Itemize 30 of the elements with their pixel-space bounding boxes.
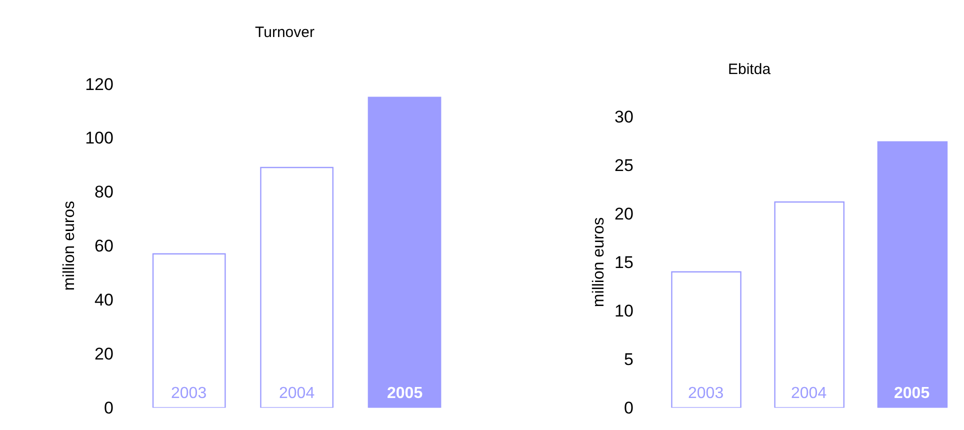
y-axis-title: million euros — [61, 200, 78, 291]
y-tick-label: 10 — [614, 302, 634, 321]
x-tick-label: 2004 — [279, 385, 315, 402]
chart-title: Ebitda — [728, 61, 772, 78]
y-axis-title: million euros — [590, 217, 608, 308]
x-tick-label: 2005 — [387, 385, 423, 402]
y-tick-label: 25 — [614, 156, 634, 176]
bar — [671, 271, 742, 408]
y-tick-label: 15 — [614, 253, 634, 272]
y-tick-label: 0 — [104, 398, 114, 418]
chart-title: Turnover — [255, 24, 314, 41]
y-tick-label: 5 — [624, 350, 634, 370]
y-tick-label: 40 — [94, 290, 114, 310]
y-tick-label: 30 — [614, 108, 634, 127]
bar — [260, 166, 334, 408]
bar — [774, 201, 844, 408]
x-tick-label: 2003 — [688, 385, 724, 402]
y-tick-label: 60 — [94, 236, 114, 256]
y-tick-label: 80 — [94, 182, 114, 202]
bar — [877, 141, 948, 408]
x-tick-label: 2005 — [894, 385, 930, 402]
bar — [152, 253, 226, 408]
y-tick-label: 0 — [624, 398, 634, 418]
y-tick-label: 20 — [614, 204, 634, 224]
y-tick-label: 120 — [85, 74, 114, 94]
y-tick-label: 100 — [85, 128, 114, 148]
bar — [368, 96, 442, 408]
x-tick-label: 2004 — [791, 385, 827, 402]
x-tick-label: 2003 — [171, 385, 207, 402]
y-tick-label: 20 — [94, 344, 114, 364]
